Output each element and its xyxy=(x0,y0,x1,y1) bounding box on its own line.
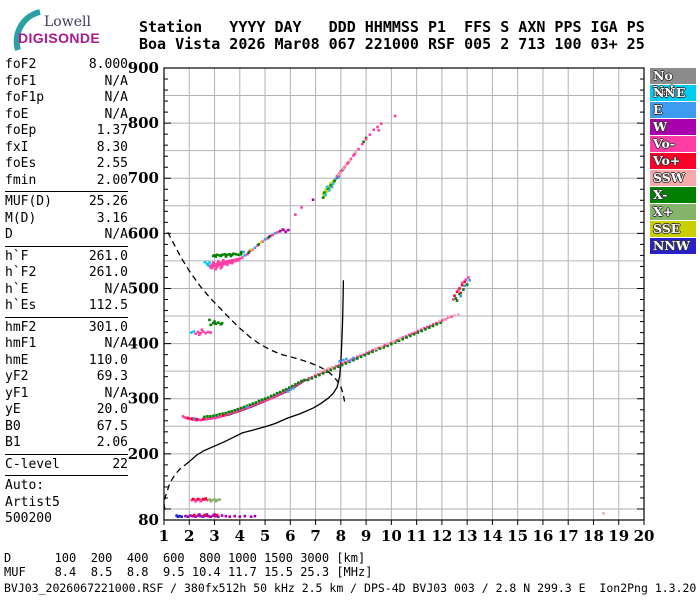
svg-text:700: 700 xyxy=(128,169,159,187)
station-header: Station YYYY DAY DDD HHMMSS P1 FFS S AXN… xyxy=(139,19,645,53)
curve-hprime-fit xyxy=(183,380,305,421)
legend-item-xminus: X- xyxy=(650,187,696,203)
param-row-clevel: C-level 22 xyxy=(5,456,128,472)
svg-text:1: 1 xyxy=(159,527,169,545)
param-row-hF: h`F 261.0 xyxy=(5,248,128,264)
svg-text:5: 5 xyxy=(260,527,270,545)
curve-electron-density-profile xyxy=(185,280,345,465)
svg-text:4: 4 xyxy=(235,527,245,545)
status-line: BVJ03_2026067221000.RSF / 380fx512h 50 k… xyxy=(4,581,697,595)
legend-item-nnw: NNW xyxy=(650,238,696,254)
param-row-hE: h`E N/A xyxy=(5,281,128,297)
svg-text:16: 16 xyxy=(533,527,554,545)
panel-divider xyxy=(5,245,128,247)
svg-text:19: 19 xyxy=(608,527,629,545)
svg-text:6: 6 xyxy=(285,527,295,545)
param-row-MD: M(D) 3.16 xyxy=(5,210,128,226)
curve-profile-extrapolation xyxy=(163,463,187,510)
svg-text:15: 15 xyxy=(507,527,528,545)
svg-text:17: 17 xyxy=(558,527,579,545)
panel-divider xyxy=(5,453,128,455)
param-row-foF1: foF1 N/A xyxy=(5,73,128,89)
svg-text:400: 400 xyxy=(128,335,159,353)
svg-text:300: 300 xyxy=(128,390,159,408)
param-row-fxI: fxI 8.30 xyxy=(5,139,128,155)
svg-text:9: 9 xyxy=(361,527,371,545)
header-line1: Station YYYY DAY DDD HHMMSS P1 FFS S AXN… xyxy=(139,18,645,36)
svg-text:800: 800 xyxy=(128,114,159,132)
svg-text:900: 900 xyxy=(128,59,159,77)
legend-item-e: E xyxy=(650,102,696,118)
param-row-yF2: yF2 69.3 xyxy=(5,369,128,384)
legend-item-w: W xyxy=(650,119,696,135)
param-row-yE: yE 20.0 xyxy=(5,402,128,417)
digisonde-logo: Lowell DIGISONDE xyxy=(6,8,118,51)
svg-text:14: 14 xyxy=(482,527,503,545)
panel-divider xyxy=(5,191,128,192)
svg-text:12: 12 xyxy=(431,527,452,545)
param-row-foEs: foEs 2.55 xyxy=(5,156,128,171)
legend-item-sse: SSE xyxy=(650,221,696,237)
svg-text:600: 600 xyxy=(128,224,159,242)
legend-item-xplus: X+ xyxy=(650,204,696,220)
param-row-foF2: foF2 8.000 xyxy=(5,57,128,72)
svg-text:3: 3 xyxy=(209,527,219,545)
param-row-B1: B1 2.06 xyxy=(5,435,128,450)
svg-text:2: 2 xyxy=(184,527,194,545)
svg-text:200: 200 xyxy=(128,445,159,463)
svg-text:13: 13 xyxy=(457,527,478,545)
param-row-foE: foE N/A xyxy=(5,106,128,122)
distance-row: D 100 200 400 600 800 1000 1500 3000 [km… xyxy=(4,551,366,565)
param-row-hF2: h`F2 261.0 xyxy=(5,265,128,280)
param-row-yF1: yF1 N/A xyxy=(5,385,128,401)
muf-row: MUF 8.4 8.5 8.8 9.5 10.4 11.7 15.5 25.3 … xyxy=(4,565,373,579)
svg-text:500: 500 xyxy=(128,279,159,297)
param-row-hmE: hmE 110.0 xyxy=(5,352,128,368)
legend-item-ssw: SSW xyxy=(650,170,696,186)
param-row-foF1p: foF1p N/A xyxy=(5,90,128,105)
legend-item-voplus: Vo+ xyxy=(650,153,696,169)
logo-arc-graphic xyxy=(13,9,41,51)
svg-text:80: 80 xyxy=(138,511,159,529)
header-line2: Boa Vista 2026 Mar08 067 221000 RSF 005 … xyxy=(139,35,645,53)
param-row-hmF2: hmF2 301.0 xyxy=(5,319,128,335)
svg-text:7: 7 xyxy=(310,527,320,545)
param-row-hmF1: hmF1 N/A xyxy=(5,336,128,351)
svg-text:8: 8 xyxy=(336,527,346,545)
panel-divider xyxy=(5,475,128,476)
param-row-foEp: foEp 1.37 xyxy=(5,123,128,138)
direction-color-legend: No Val NNE E W Vo- Vo+ SSW X- X+ SSE NNW xyxy=(650,68,696,255)
param-row-MUFD: MUF(D) 25.26 xyxy=(5,194,128,209)
legend-item-nne: NNE xyxy=(650,85,696,101)
legend-item-vominus: Vo- xyxy=(650,136,696,152)
svg-text:18: 18 xyxy=(583,527,604,545)
scaled-parameters-panel: foF2 8.000 foF1 N/A foF1p N/A foE N/A foEp 1.… xyxy=(5,57,128,528)
curve-transmission-curve xyxy=(167,231,346,402)
svg-text:11: 11 xyxy=(406,527,427,545)
param-row-auto: Auto: xyxy=(5,478,45,493)
param-row-hEs: h`Es 112.5 xyxy=(5,298,128,313)
logo-digisonde: DIGISONDE xyxy=(18,30,101,46)
param-row-D: D N/A xyxy=(5,227,128,242)
param-row-B0: B0 67.5 xyxy=(5,418,128,434)
logo-arc xyxy=(13,9,41,51)
logo-lowell: Lowell xyxy=(44,14,91,30)
svg-text:10: 10 xyxy=(381,527,402,545)
panel-divider xyxy=(5,316,128,318)
legend-item-noval: No Val xyxy=(650,68,696,98)
param-row-artist: Artist5 xyxy=(5,494,60,510)
svg-text:20: 20 xyxy=(634,527,655,545)
param-row-version: 500200 xyxy=(5,511,52,526)
param-row-fmin: fmin 2.00 xyxy=(5,172,128,188)
